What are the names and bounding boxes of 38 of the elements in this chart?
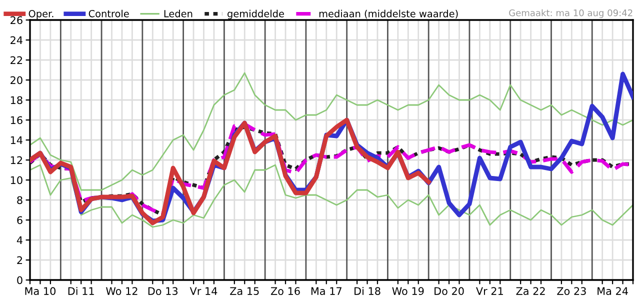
x-tick-label: Wo 12 — [106, 287, 138, 296]
x-tick-label: Ma 10 — [25, 287, 56, 296]
x-tick-label: Za 22 — [516, 287, 545, 296]
y-tick-label: 12 — [10, 156, 22, 164]
y-tick-label: 4 — [16, 236, 22, 244]
x-tick-label: Di 18 — [354, 286, 380, 296]
y-tick-label: 18 — [10, 96, 22, 104]
x-tick-label: Do 13 — [148, 287, 178, 296]
x-tick-label: Zo 16 — [270, 287, 300, 296]
y-tick-label: 8 — [17, 196, 22, 204]
line-series — [30, 164, 633, 228]
x-tick-label: Di 11 — [68, 286, 94, 295]
y-tick-label: 26 — [10, 16, 22, 24]
y-tick-label: 16 — [10, 116, 22, 124]
y-tick-label: 2 — [17, 256, 22, 264]
y-tick-label: 22 — [10, 56, 22, 64]
line-series — [30, 72, 633, 191]
legend-label: mediaan (middelste waarde) — [319, 10, 458, 18]
legend-label: Oper. — [28, 10, 54, 20]
x-tick-label: Ma 17 — [311, 287, 342, 296]
x-tick-label: Do 20 — [434, 287, 464, 296]
x-tick-label: Vr 14 — [190, 287, 218, 295]
text: Gemaakt: ma 10 aug 09:42 — [509, 9, 632, 18]
x-tick-label: Ma 24 — [598, 287, 628, 296]
legend-label: Leden — [164, 10, 192, 18]
x-tick-label: Wo 19 — [392, 287, 424, 296]
x-tick-label: Vr 21 — [476, 287, 503, 295]
line-series — [30, 118, 431, 226]
y-tick-label: 14 — [10, 136, 22, 144]
legend-label: Controle — [88, 10, 129, 18]
y-tick-label: 20 — [10, 76, 22, 84]
y-tick-label: 0 — [17, 276, 22, 284]
y-tick-label: 24 — [10, 36, 22, 44]
x-tick-label: Za 15 — [230, 287, 259, 296]
legend-label: gemiddelde — [228, 10, 284, 20]
x-tick-label: Zo 23 — [557, 287, 586, 296]
y-tick-label: 6 — [17, 216, 22, 224]
y-tick-label: 10 — [10, 176, 22, 184]
